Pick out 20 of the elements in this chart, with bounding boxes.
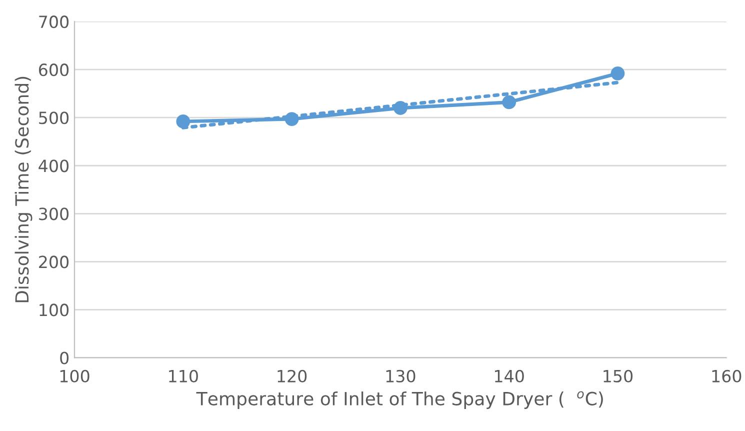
- x-axis-title: Temperature of Inlet of The Spay Dryer ( $^{o}$C): [196, 391, 603, 409]
- y-tick-label: 600: [38, 64, 69, 76]
- x-tick-label: 150: [604, 370, 633, 382]
- y-tick-label: 0: [60, 352, 69, 364]
- x-tick-label: 120: [278, 370, 307, 382]
- x-tick-label: 100: [60, 370, 90, 382]
- point: [502, 95, 516, 110]
- y-tick-label: 300: [39, 208, 69, 220]
- y-tick-label: 200: [39, 256, 69, 268]
- x-tick-label: 110: [169, 370, 198, 382]
- point: [176, 114, 190, 128]
- y-tick-label: 500: [39, 112, 69, 124]
- x-tick-label: 140: [495, 370, 524, 382]
- y-tick-label: 400: [38, 160, 69, 172]
- y-tick-label: 100: [40, 304, 69, 316]
- x-tick-label: 160: [712, 370, 742, 382]
- y-axis-title: Dissolving Time (Second): [14, 76, 32, 302]
- y-tick-label: 700: [39, 16, 69, 28]
- x-tick-label: 130: [386, 370, 416, 382]
- point: [610, 66, 625, 80]
